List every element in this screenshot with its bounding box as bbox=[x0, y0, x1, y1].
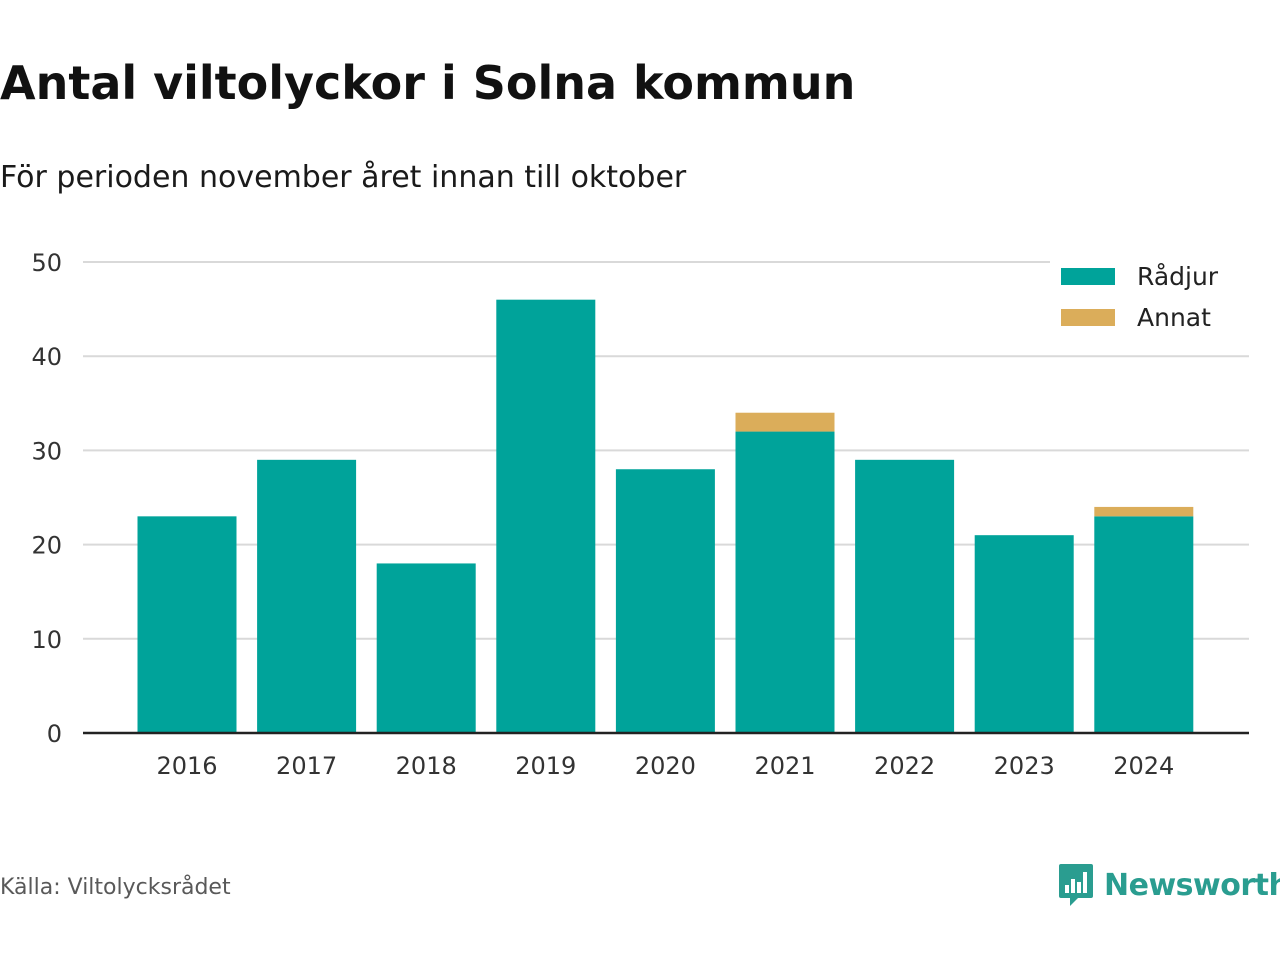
bar-radjur-2018 bbox=[376, 563, 476, 733]
y-tick-label-30: 30 bbox=[31, 437, 62, 465]
y-tick-label-50: 50 bbox=[31, 249, 62, 277]
chart-title: Antal viltolyckor i Solna kommun bbox=[0, 56, 856, 110]
y-tick-label-20: 20 bbox=[31, 532, 62, 560]
source-note: Källa: Viltolycksrådet bbox=[0, 875, 231, 900]
x-tick-label-2019: 2019 bbox=[515, 752, 576, 780]
bar-annat-2024 bbox=[1094, 506, 1194, 517]
bar-radjur-2021 bbox=[735, 431, 835, 733]
x-tick-label-2020: 2020 bbox=[635, 752, 696, 780]
bar-radjur-2017 bbox=[257, 459, 357, 733]
legend: Rådjur Annat bbox=[1050, 258, 1255, 340]
bar-radjur-2016 bbox=[137, 516, 237, 733]
bars bbox=[137, 299, 1194, 733]
bar-radjur-2020 bbox=[615, 469, 715, 733]
chart-subtitle: För perioden november året innan till ok… bbox=[0, 160, 687, 195]
x-tick-label-2018: 2018 bbox=[396, 752, 457, 780]
legend-swatch-annat bbox=[1061, 309, 1115, 326]
y-axis-tick-labels: 0 10 20 30 40 50 bbox=[31, 249, 62, 748]
legend-swatch-radjur bbox=[1061, 268, 1115, 285]
x-tick-label-2023: 2023 bbox=[994, 752, 1055, 780]
x-tick-label-2021: 2021 bbox=[754, 752, 815, 780]
y-tick-label-10: 10 bbox=[31, 626, 62, 654]
bar-radjur-2023 bbox=[974, 535, 1074, 733]
legend-label-radjur: Rådjur bbox=[1137, 262, 1219, 291]
bar-radjur-2022 bbox=[855, 459, 955, 733]
y-tick-label-40: 40 bbox=[31, 343, 62, 371]
x-tick-label-2024: 2024 bbox=[1113, 752, 1174, 780]
bar-annat-2021 bbox=[735, 412, 835, 432]
y-tick-label-0: 0 bbox=[47, 720, 62, 748]
bar-chart-speech-bubble-icon bbox=[1059, 864, 1093, 906]
x-tick-label-2016: 2016 bbox=[156, 752, 217, 780]
x-tick-label-2017: 2017 bbox=[276, 752, 337, 780]
bar-radjur-2024 bbox=[1094, 516, 1194, 733]
x-tick-label-2022: 2022 bbox=[874, 752, 935, 780]
x-axis-tick-labels: 2016 2017 2018 2019 2020 2021 2022 2023 2024 bbox=[156, 752, 1174, 780]
brand-logo: Newsworthy bbox=[1058, 862, 1280, 908]
legend-label-annat: Annat bbox=[1137, 303, 1211, 332]
brand-name: Newsworthy bbox=[1104, 867, 1280, 903]
bar-radjur-2019 bbox=[496, 299, 596, 733]
